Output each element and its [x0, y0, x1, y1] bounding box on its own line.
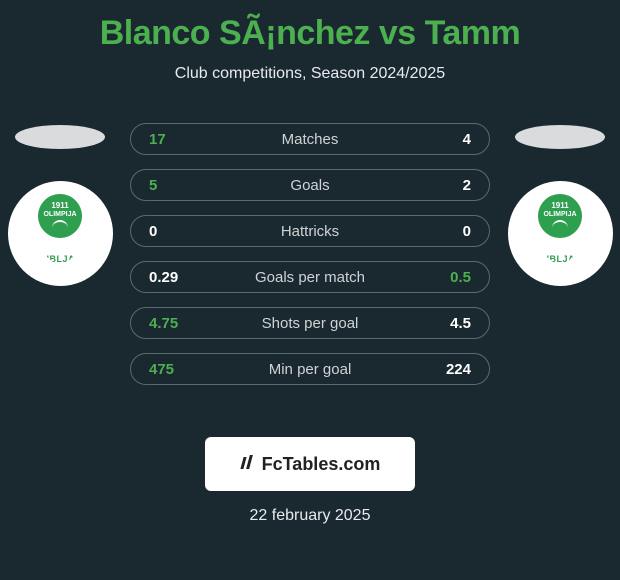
- club-city: LJUBLJANA: [531, 254, 589, 264]
- club-year: 1911: [551, 202, 568, 210]
- stat-row-matches: 17 Matches 4: [130, 123, 490, 155]
- stat-right-value: 4: [411, 131, 471, 148]
- comparison-section: LJUBLJANA 1911 OLIMPIJA 17 Matches 4 5 G…: [0, 113, 620, 413]
- club-city: LJUBLJANA: [31, 254, 89, 264]
- stat-label: Hattricks: [281, 223, 339, 240]
- stat-label: Min per goal: [269, 361, 352, 378]
- stat-right-value: 0: [411, 223, 471, 240]
- player-right-avatar-placeholder: [515, 125, 605, 149]
- stat-left-value: 475: [149, 361, 209, 378]
- stat-row-goals: 5 Goals 2: [130, 169, 490, 201]
- stat-row-shots-per-goal: 4.75 Shots per goal 4.5: [130, 307, 490, 339]
- dragon-icon: [52, 220, 68, 230]
- player-right-club-badge: LJUBLJANA 1911 OLIMPIJA: [508, 181, 613, 286]
- player-left-column: LJUBLJANA 1911 OLIMPIJA: [0, 113, 120, 286]
- player-left-club-badge: LJUBLJANA 1911 OLIMPIJA: [8, 181, 113, 286]
- stat-label: Goals per match: [255, 269, 365, 286]
- brand-text: FcTables.com: [262, 454, 381, 475]
- brand-badge: FcTables.com: [205, 437, 415, 491]
- subtitle: Club competitions, Season 2024/2025: [0, 65, 620, 83]
- stat-right-value: 0.5: [411, 269, 471, 286]
- stat-left-value: 5: [149, 177, 209, 194]
- player-left-avatar-placeholder: [15, 125, 105, 149]
- stat-row-hattricks: 0 Hattricks 0: [130, 215, 490, 247]
- stat-right-value: 2: [411, 177, 471, 194]
- club-name: OLIMPIJA: [43, 211, 76, 218]
- stat-right-value: 224: [411, 361, 471, 378]
- player-right-column: LJUBLJANA 1911 OLIMPIJA: [500, 113, 620, 286]
- stat-left-value: 17: [149, 131, 209, 148]
- stat-left-value: 4.75: [149, 315, 209, 332]
- club-name: OLIMPIJA: [543, 211, 576, 218]
- stat-label: Goals: [290, 177, 329, 194]
- club-year: 1911: [51, 202, 68, 210]
- stat-right-value: 4.5: [411, 315, 471, 332]
- stat-label: Matches: [282, 131, 339, 148]
- stat-left-value: 0.29: [149, 269, 209, 286]
- stat-label: Shots per goal: [262, 315, 359, 332]
- dragon-icon: [552, 220, 568, 230]
- stat-rows: 17 Matches 4 5 Goals 2 0 Hattricks 0 0.2…: [130, 123, 490, 385]
- stat-row-min-per-goal: 475 Min per goal 224: [130, 353, 490, 385]
- date-line: 22 february 2025: [0, 507, 620, 525]
- stat-row-goals-per-match: 0.29 Goals per match 0.5: [130, 261, 490, 293]
- stat-left-value: 0: [149, 223, 209, 240]
- page-title: Blanco SÃ¡nchez vs Tamm: [0, 0, 620, 53]
- fctables-icon: [240, 455, 258, 473]
